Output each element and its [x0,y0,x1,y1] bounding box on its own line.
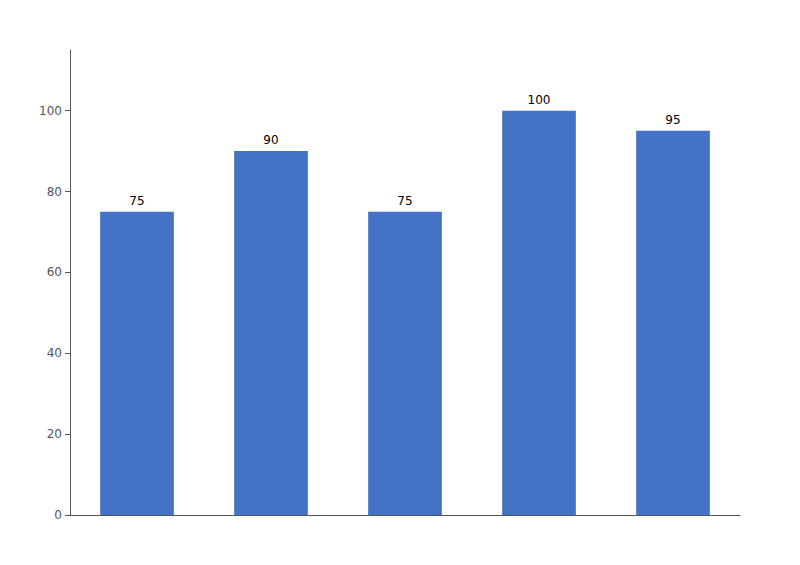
svg-text:100: 100 [39,104,62,118]
svg-text:90: 90 [263,133,278,147]
svg-text:20: 20 [47,427,62,441]
svg-text:75: 75 [397,194,412,208]
svg-text:75: 75 [129,194,144,208]
svg-text:80: 80 [47,185,62,199]
svg-text:95: 95 [665,113,680,127]
svg-text:40: 40 [47,346,62,360]
svg-text:60: 60 [47,265,62,279]
svg-text:0: 0 [54,508,62,522]
svg-text:100: 100 [528,93,551,107]
